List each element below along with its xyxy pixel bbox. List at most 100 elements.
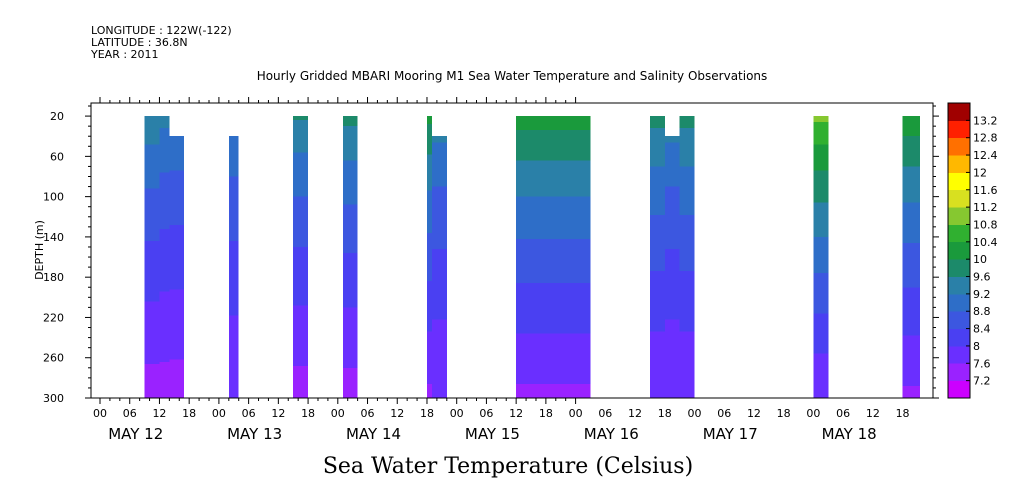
temperature-cell bbox=[516, 136, 591, 139]
temperature-cell bbox=[159, 369, 170, 373]
temperature-cell bbox=[228, 178, 239, 182]
temperature-cell bbox=[169, 184, 185, 188]
temperature-cell bbox=[169, 285, 185, 288]
temperature-cell bbox=[664, 224, 680, 228]
temperature-cell bbox=[664, 257, 680, 260]
x-day-label: MAY 18 bbox=[822, 425, 877, 443]
temperature-cell bbox=[426, 154, 432, 157]
temperature-cell bbox=[902, 202, 920, 206]
temperature-cell bbox=[159, 393, 170, 397]
temperature-cell bbox=[813, 226, 829, 230]
temperature-cell bbox=[144, 277, 160, 280]
temperature-cell bbox=[342, 367, 358, 371]
temperature-cell bbox=[902, 206, 920, 210]
temperature-cell bbox=[159, 210, 170, 214]
temperature-cell bbox=[902, 246, 920, 250]
temperature-cell bbox=[649, 307, 665, 310]
temperature-cell bbox=[342, 176, 358, 180]
temperature-cell bbox=[679, 124, 695, 127]
temperature-cell bbox=[169, 339, 185, 343]
temperature-cell bbox=[169, 158, 185, 161]
temperature-cell bbox=[649, 283, 665, 286]
temperature-cell bbox=[431, 206, 447, 210]
temperature-cell bbox=[426, 329, 432, 333]
temperature-cell bbox=[426, 287, 432, 290]
temperature-cell bbox=[159, 289, 170, 292]
temperature-cell bbox=[144, 265, 160, 268]
temperature-cell bbox=[664, 144, 680, 147]
temperature-cell bbox=[516, 307, 591, 310]
temperature-cell bbox=[813, 293, 829, 296]
temperature-cell bbox=[228, 365, 239, 369]
temperature-cell bbox=[431, 313, 447, 317]
temperature-cell bbox=[228, 244, 239, 248]
temperature-cell bbox=[664, 138, 680, 141]
temperature-cell bbox=[664, 323, 680, 327]
temperature-cell bbox=[426, 285, 432, 288]
temperature-cell bbox=[169, 275, 185, 278]
temperature-cell bbox=[342, 150, 358, 153]
temperature-cell bbox=[649, 263, 665, 266]
temperature-cell bbox=[813, 174, 829, 178]
temperature-cell bbox=[649, 313, 665, 317]
temperature-cell bbox=[679, 136, 695, 139]
temperature-cell bbox=[144, 377, 160, 381]
temperature-cell bbox=[342, 275, 358, 278]
temperature-cell bbox=[516, 367, 591, 371]
temperature-cell bbox=[516, 176, 591, 180]
temperature-cell bbox=[228, 327, 239, 331]
temperature-cell bbox=[169, 242, 185, 246]
temperature-cell bbox=[431, 395, 447, 399]
temperature-cell bbox=[516, 391, 591, 395]
temperature-cell bbox=[169, 323, 185, 327]
temperature-cell bbox=[426, 265, 432, 268]
temperature-cell bbox=[342, 387, 358, 391]
temperature-cell bbox=[159, 144, 170, 147]
temperature-cell bbox=[813, 210, 829, 214]
temperature-cell bbox=[293, 305, 309, 308]
temperature-cell bbox=[516, 341, 591, 345]
temperature-cell bbox=[902, 349, 920, 353]
temperature-cell bbox=[426, 333, 432, 337]
temperature-cell bbox=[649, 156, 665, 159]
temperature-cell bbox=[813, 343, 829, 347]
temperature-cell bbox=[516, 299, 591, 302]
temperature-cell bbox=[516, 305, 591, 308]
temperature-cell bbox=[679, 329, 695, 333]
temperature-cell bbox=[649, 289, 665, 292]
temperature-cell bbox=[228, 152, 239, 155]
temperature-cell bbox=[293, 216, 309, 220]
temperature-cell bbox=[159, 156, 170, 159]
temperature-cell bbox=[159, 154, 170, 157]
temperature-cell bbox=[431, 192, 447, 196]
temperature-cell bbox=[649, 299, 665, 302]
temperature-cell bbox=[169, 283, 185, 286]
temperature-cell bbox=[144, 379, 160, 383]
temperature-cell bbox=[813, 178, 829, 182]
temperature-cell bbox=[426, 319, 432, 323]
x-tick-label: 00 bbox=[688, 407, 702, 420]
temperature-cell bbox=[813, 333, 829, 337]
temperature-cell bbox=[169, 220, 185, 224]
temperature-cell bbox=[649, 393, 665, 397]
temperature-cell bbox=[516, 212, 591, 216]
temperature-cell bbox=[516, 146, 591, 149]
x-tick-label: 12 bbox=[628, 407, 642, 420]
temperature-cell bbox=[902, 361, 920, 365]
temperature-cell bbox=[169, 303, 185, 306]
temperature-cell bbox=[664, 251, 680, 254]
temperature-cell bbox=[144, 351, 160, 355]
temperature-cell bbox=[664, 277, 680, 280]
temperature-cell bbox=[813, 319, 829, 323]
temperature-cell bbox=[649, 275, 665, 278]
temperature-cell bbox=[169, 216, 185, 220]
temperature-cell bbox=[293, 194, 309, 198]
temperature-cell bbox=[679, 184, 695, 188]
temperature-cell bbox=[813, 367, 829, 371]
temperature-cell bbox=[228, 369, 239, 373]
temperature-cell bbox=[813, 335, 829, 339]
temperature-cell bbox=[516, 140, 591, 143]
temperature-cell bbox=[649, 196, 665, 200]
temperature-cell bbox=[169, 367, 185, 371]
temperature-cell bbox=[144, 335, 160, 339]
